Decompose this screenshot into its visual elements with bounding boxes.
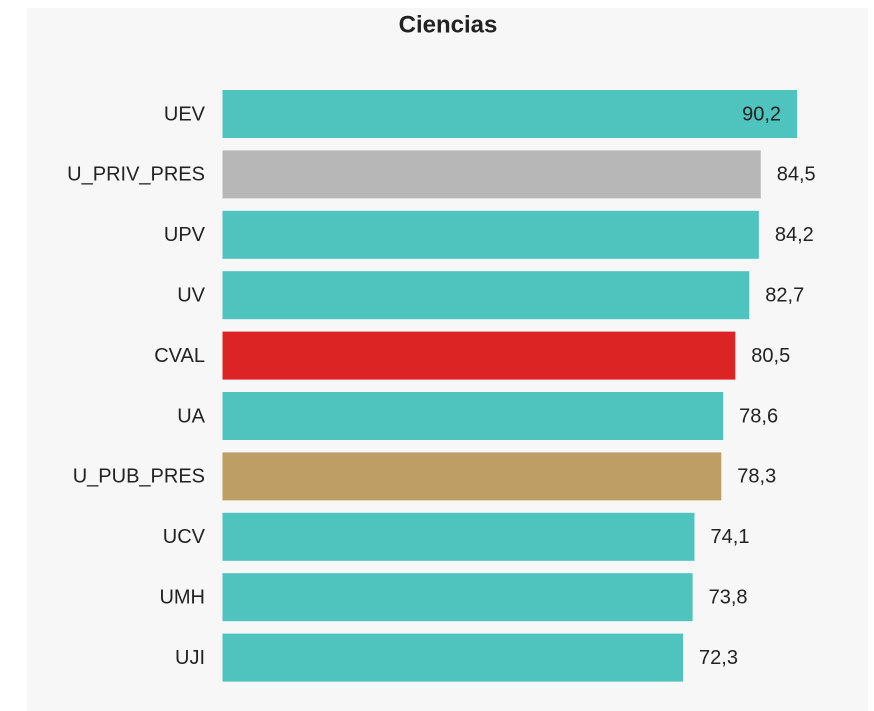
y-tick-label: U_PUB_PRES [73,466,205,488]
y-tick-label: U_PRIV_PRES [67,164,205,186]
bar [222,331,736,380]
bar [222,150,761,199]
y-tick-label: UEV [164,103,206,125]
value-label: 72,3 [699,647,738,669]
value-label: 90,2 [742,103,781,125]
value-label: 78,3 [737,466,776,488]
bar [222,210,759,259]
bar [222,573,693,622]
value-label: 84,2 [775,224,814,246]
value-label: 73,8 [709,586,748,608]
y-tick-label: CVAL [154,345,205,367]
value-label: 80,5 [751,345,790,367]
bar [222,271,750,320]
value-label: 82,7 [765,284,804,306]
y-tick-label: UJI [175,647,205,669]
value-label: 78,6 [739,405,778,427]
bar [222,90,798,138]
y-tick-label: UA [177,405,205,427]
value-label: 74,1 [711,526,750,548]
bar [222,452,722,501]
y-tick-label: UCV [163,526,206,548]
y-tick-label: UPV [164,224,206,246]
chart-title: Ciencias [399,11,498,38]
y-tick-label: UMH [159,586,205,608]
value-label: 84,5 [777,164,816,186]
bar [222,392,724,440]
bar [222,633,684,682]
y-tick-label: UV [177,284,205,306]
bar [222,512,695,561]
